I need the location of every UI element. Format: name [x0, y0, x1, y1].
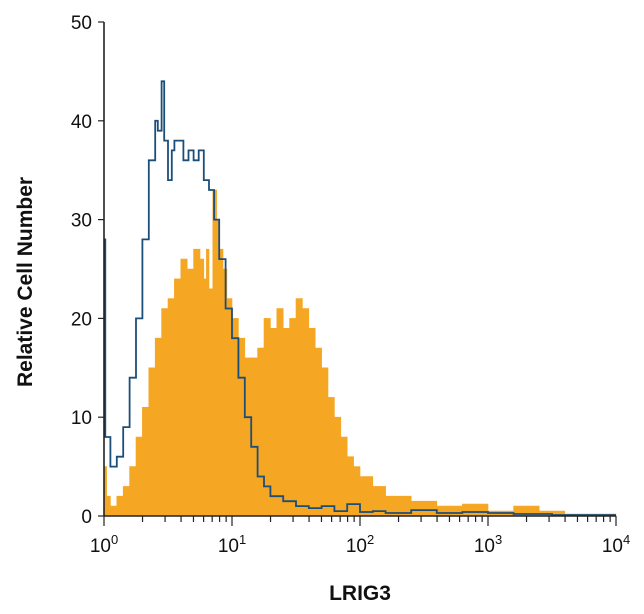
x-tick-label: 101 [218, 532, 246, 557]
y-tick-label: 30 [71, 211, 92, 232]
y-tick-label: 40 [71, 112, 92, 133]
y-axis-title: Relative Cell Number [14, 177, 37, 387]
x-tick-label: 100 [90, 532, 118, 557]
x-tick-label: 104 [602, 532, 630, 557]
y-tick-label: 50 [71, 13, 92, 34]
x-tick-label: 102 [346, 532, 374, 557]
series-outline-histogram [104, 80, 616, 516]
y-tick-label: 0 [81, 507, 92, 528]
series-filled-histogram [103, 189, 617, 517]
series-layer [103, 80, 617, 517]
x-ticks: 100 101 102 103 104 [90, 516, 630, 557]
y-tick-label: 10 [71, 408, 92, 429]
y-ticks: 0 10 20 30 40 50 [71, 13, 104, 528]
y-tick-label: 20 [71, 309, 92, 330]
x-axis-title: LRIG3 [329, 582, 391, 605]
x-tick-label: 103 [474, 532, 502, 557]
